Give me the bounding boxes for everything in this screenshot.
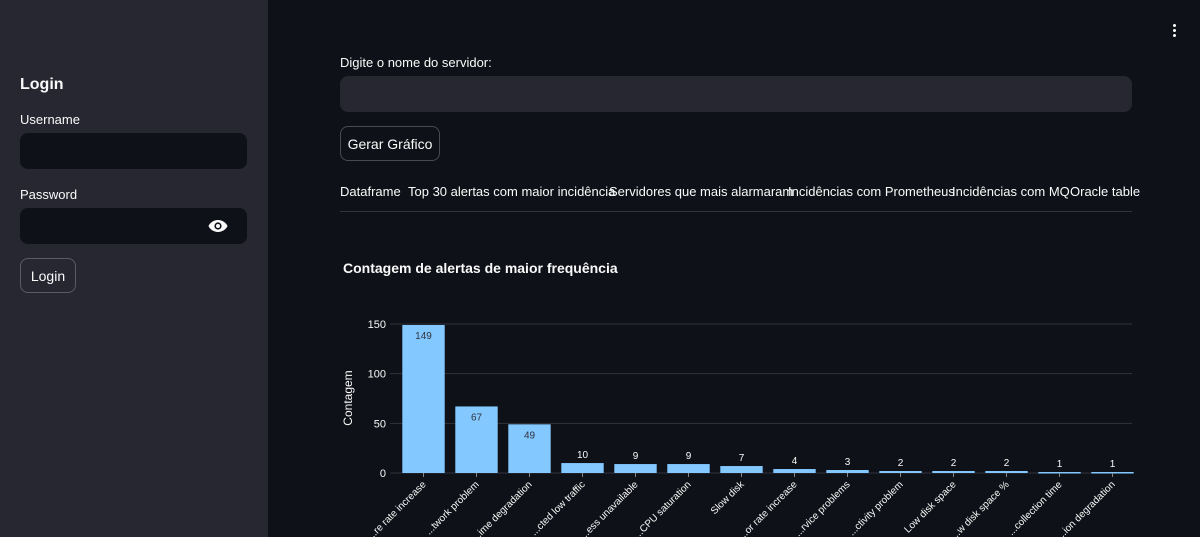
bar-value-label: 7 [739,453,745,464]
x-tick-label: ...re rate increase [366,479,429,537]
x-tick-label: ...ess unavailable [578,479,641,537]
tab-top-30-alertas[interactable]: Top 30 alertas com maior incidência [408,184,616,199]
login-button[interactable]: Login [20,258,76,293]
y-tick-label: 100 [368,369,386,381]
bar-value-label: 1 [1110,459,1116,470]
x-tick-label: ...ion degradation [1055,479,1117,537]
tab-divider [340,211,1132,212]
x-tick-label: ...CPU saturation [632,479,694,537]
bar-value-label: 3 [845,457,851,468]
chart-title: Contagem de alertas de maior frequência [343,260,618,276]
sidebar: Login Username Password Login [0,0,268,537]
bar-chart: Contagem de alertas de maior frequência … [341,260,1134,537]
bar [402,324,445,473]
y-tick-label: 150 [368,319,386,331]
bar [1038,472,1081,474]
x-tick-label: ...w disk space % [949,479,1011,537]
x-tick-label: ...or rate increase [737,479,800,537]
bar-value-label: 9 [633,451,639,462]
login-title: Login [20,76,64,93]
generate-chart-button[interactable]: Gerar Gráfico [340,126,440,161]
tab-prometheus[interactable]: Incidências com Prometheus [788,184,955,199]
tab-servidores[interactable]: Servidores que mais alarmaram [609,184,794,199]
x-tick-label: ...rvice problems [793,479,853,537]
y-tick-label: 0 [380,468,386,480]
x-tick-label: ...cted low traffic [529,479,588,537]
bar [826,470,869,473]
y-axis-label: Contagem [341,370,355,425]
x-tick-label: ...collection time [1006,479,1065,537]
bar-value-label: 2 [1004,458,1010,469]
bar-value-label: 10 [577,450,589,461]
bar [985,471,1028,473]
tab-dataframe[interactable]: Dataframe [340,184,401,199]
bar [1091,472,1134,474]
password-label: Password [20,187,78,202]
bar [667,464,710,473]
bar-value-label: 9 [686,451,692,462]
x-tick-label: ...twork problem [424,479,482,537]
bar [773,469,816,473]
eye-icon[interactable] [208,219,228,233]
bar-value-label: 2 [898,458,904,469]
bar [932,471,975,473]
bar-value-label: 4 [792,456,798,467]
server-label: Digite o nome do servidor: [340,55,492,70]
x-tick-label: Slow disk [709,479,747,517]
bar-value-label: 2 [951,458,957,469]
x-tick-label: Low disk space [902,479,958,535]
username-label: Username [20,112,80,127]
vertical-ellipsis-icon[interactable] [1168,24,1180,40]
server-input[interactable] [340,76,1132,112]
x-tick-label: ...ctivity problem [847,479,906,537]
username-input[interactable] [20,133,247,169]
bar-value-label: 149 [415,331,432,342]
bar-value-label: 1 [1057,459,1063,470]
tab-mq[interactable]: Incidências com MQ [952,184,1070,199]
bar [614,464,657,473]
bar [508,424,551,473]
tab-bar: Dataframe Top 30 alertas com maior incid… [340,184,1140,212]
tab-oracle-table[interactable]: Oracle table [1070,184,1141,199]
bar [720,466,763,473]
bar-value-label: 49 [524,430,536,441]
y-tick-label: 50 [374,418,386,430]
bar [455,406,498,473]
bar [879,471,922,473]
bar-value-label: 67 [471,412,483,423]
bar [561,463,604,473]
